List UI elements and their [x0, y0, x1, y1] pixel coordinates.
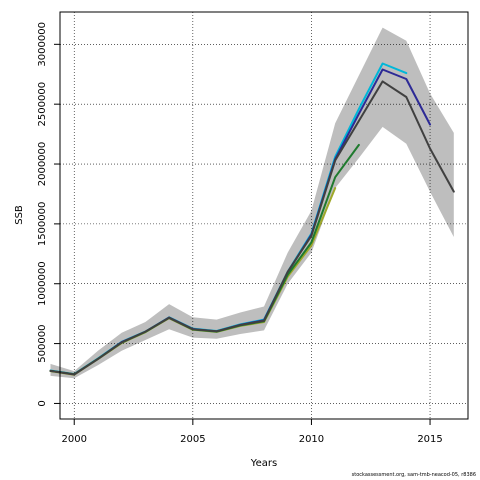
confidence-band-layer [50, 27, 454, 379]
x-axis-title: Years [250, 458, 277, 469]
grid-layer [60, 12, 468, 419]
plot-frame [59, 11, 469, 420]
y-tick-label: 3000000 [37, 22, 48, 67]
y-tick-label: 1500000 [37, 202, 48, 247]
series-line-5 [49, 80, 455, 376]
x-axis: 2000 2005 2010 2015 [62, 419, 443, 445]
series-layer [49, 62, 455, 376]
x-tick-label: 2015 [417, 434, 442, 445]
y-tick-label: 1000000 [37, 261, 48, 306]
y-axis: 0 500000 1000000 1500000 2000000 2500000 30000… [37, 22, 60, 407]
y-tick-label: 2000000 [37, 142, 48, 187]
y-tick-label: 0 [37, 400, 48, 406]
footer-credit: stockassessment.org, sam-tmb-neacod-05, … [351, 472, 476, 478]
x-tick-label: 2005 [180, 434, 205, 445]
y-tick-label: 500000 [37, 325, 48, 363]
y-tick-label: 2500000 [37, 82, 48, 127]
x-tick-label: 2010 [299, 434, 324, 445]
y-axis-title: SSB [14, 205, 25, 225]
x-tick-label: 2000 [62, 434, 87, 445]
confidence-band [50, 27, 454, 379]
